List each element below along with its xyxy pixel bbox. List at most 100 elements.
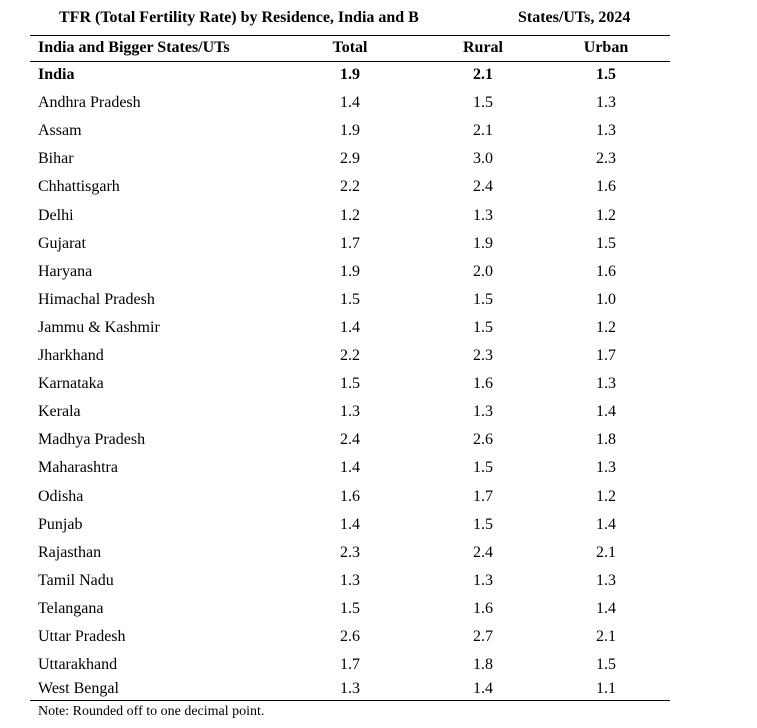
cell-urban: 1.4	[596, 600, 616, 617]
cell-urban: 1.4	[596, 403, 616, 420]
column-header-urban: Urban	[583, 39, 629, 56]
cell-total: 1.3	[340, 572, 360, 589]
cell-urban: 1.3	[596, 375, 616, 392]
cell-rural: 1.5	[473, 291, 493, 308]
cell-state: Uttarakhand	[38, 656, 118, 673]
cell-rural: 1.7	[473, 488, 493, 505]
cell-total: 2.9	[340, 150, 360, 167]
cell-state: Rajasthan	[38, 544, 102, 561]
cell-urban: 1.2	[596, 319, 616, 336]
cell-urban: 1.8	[596, 431, 616, 448]
cell-total: 2.3	[340, 544, 360, 561]
table-note: Note: Rounded off to one decimal point.	[38, 704, 265, 719]
table-row: Odisha 1.6 1.7 1.2	[0, 485, 757, 509]
cell-urban: 2.3	[596, 150, 616, 167]
column-header-state: India and Bigger States/UTs	[38, 39, 230, 56]
cell-state: Uttar Pradesh	[38, 628, 126, 645]
cell-rural: 1.5	[473, 319, 493, 336]
cell-state: India	[38, 66, 75, 83]
table-row: Punjab 1.4 1.5 1.4	[0, 513, 757, 537]
cell-urban: 1.6	[596, 178, 616, 195]
cell-rural: 1.3	[473, 207, 493, 224]
cell-rural: 2.7	[473, 628, 493, 645]
cell-rural: 1.6	[473, 375, 493, 392]
cell-total: 1.9	[340, 263, 360, 280]
cell-urban: 1.6	[596, 263, 616, 280]
cell-state: Kerala	[38, 403, 81, 420]
cell-urban: 1.0	[596, 291, 616, 308]
table-row: Delhi 1.2 1.3 1.2	[0, 204, 757, 228]
cell-rural: 2.3	[473, 347, 493, 364]
cell-state: Jammu & Kashmir	[38, 319, 160, 336]
cell-rural: 2.1	[473, 66, 493, 83]
cell-rural: 1.6	[473, 600, 493, 617]
bottom-rule	[30, 700, 670, 701]
table-row: Kerala 1.3 1.3 1.4	[0, 400, 757, 424]
cell-state: Delhi	[38, 207, 74, 224]
cell-total: 1.7	[340, 656, 360, 673]
table-row: Karnataka 1.5 1.6 1.3	[0, 372, 757, 396]
cell-state: Telangana	[38, 600, 104, 617]
cell-urban: 1.2	[596, 488, 616, 505]
cell-total: 1.4	[340, 94, 360, 111]
cell-total: 1.9	[340, 66, 360, 83]
cell-rural: 2.0	[473, 263, 493, 280]
table-title-part-2: States/UTs, 2024	[518, 9, 631, 26]
cell-total: 1.5	[340, 375, 360, 392]
column-header-rural: Rural	[463, 39, 503, 56]
cell-rural: 1.4	[473, 680, 493, 697]
table-row: Madhya Pradesh 2.4 2.6 1.8	[0, 428, 757, 452]
cell-total: 1.4	[340, 516, 360, 533]
table-row: Uttarakhand 1.7 1.8 1.5	[0, 653, 757, 677]
cell-total: 1.5	[340, 291, 360, 308]
header-rule	[30, 61, 670, 62]
cell-rural: 1.3	[473, 572, 493, 589]
cell-state: Madhya Pradesh	[38, 431, 146, 448]
cell-total: 2.4	[340, 431, 360, 448]
cell-state: Tamil Nadu	[38, 572, 114, 589]
table-row: India 1.9 2.1 1.5	[0, 63, 757, 87]
table-row: Uttar Pradesh 2.6 2.7 2.1	[0, 625, 757, 649]
cell-rural: 2.6	[473, 431, 493, 448]
cell-urban: 1.3	[596, 459, 616, 476]
cell-rural: 1.5	[473, 94, 493, 111]
cell-urban: 1.3	[596, 122, 616, 139]
table-row: Maharashtra 1.4 1.5 1.3	[0, 456, 757, 480]
cell-total: 1.5	[340, 600, 360, 617]
cell-urban: 1.5	[596, 66, 616, 83]
cell-total: 2.6	[340, 628, 360, 645]
table-row: Gujarat 1.7 1.9 1.5	[0, 232, 757, 256]
cell-state: Bihar	[38, 150, 74, 167]
cell-urban: 1.5	[596, 235, 616, 252]
cell-total: 1.3	[340, 403, 360, 420]
cell-total: 1.2	[340, 207, 360, 224]
cell-urban: 1.4	[596, 516, 616, 533]
cell-state: West Bengal	[38, 680, 119, 697]
cell-total: 1.4	[340, 319, 360, 336]
table-title-part-1: TFR (Total Fertility Rate) by Residence,…	[59, 9, 419, 26]
table-row: Chhattisgarh 2.2 2.4 1.6	[0, 175, 757, 199]
table-row: Bihar 2.9 3.0 2.3	[0, 147, 757, 171]
column-header-total: Total	[332, 39, 368, 56]
cell-state: Punjab	[38, 516, 83, 533]
table-row: Tamil Nadu 1.3 1.3 1.3	[0, 569, 757, 593]
cell-urban: 1.5	[596, 656, 616, 673]
cell-rural: 2.4	[473, 544, 493, 561]
table-row: Jammu & Kashmir 1.4 1.5 1.2	[0, 316, 757, 340]
cell-urban: 2.1	[596, 628, 616, 645]
cell-rural: 2.1	[473, 122, 493, 139]
cell-rural: 1.9	[473, 235, 493, 252]
cell-rural: 3.0	[473, 150, 493, 167]
cell-total: 1.4	[340, 459, 360, 476]
table-header-row: India and Bigger States/UTs Total Rural …	[0, 36, 757, 60]
table-row: Andhra Pradesh 1.4 1.5 1.3	[0, 91, 757, 115]
cell-state: Chhattisgarh	[38, 178, 120, 195]
table-row: Haryana 1.9 2.0 1.6	[0, 260, 757, 284]
cell-rural: 2.4	[473, 178, 493, 195]
cell-state: Haryana	[38, 263, 93, 280]
cell-urban: 1.1	[596, 680, 616, 697]
cell-state: Andhra Pradesh	[38, 94, 141, 111]
table-row: Assam 1.9 2.1 1.3	[0, 119, 757, 143]
cell-total: 1.7	[340, 235, 360, 252]
cell-total: 2.2	[340, 347, 360, 364]
